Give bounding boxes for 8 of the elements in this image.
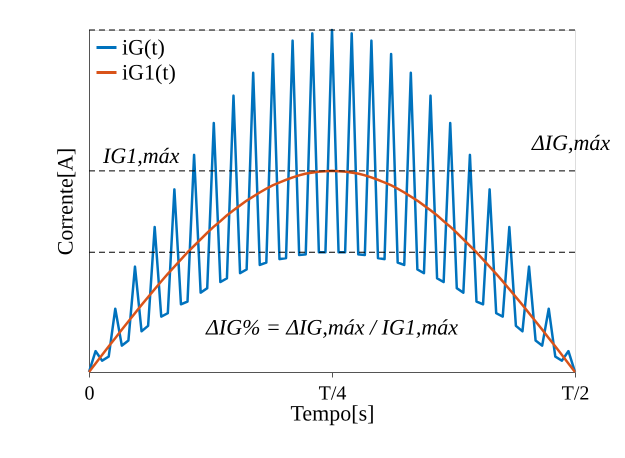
ref-line-label: IG1,máx xyxy=(102,142,180,168)
legend-label: iG1(t) xyxy=(122,60,176,84)
annotation: ΔIG,máx xyxy=(530,130,610,155)
legend-label: iG(t) xyxy=(122,34,165,60)
y-axis-title: Corrente[A] xyxy=(52,148,78,256)
annotation: ΔIG% = ΔIG,máx / IG1,máx xyxy=(204,314,458,340)
x-tick-label: 0 xyxy=(84,382,94,404)
x-tick-label: T/2 xyxy=(562,382,590,404)
